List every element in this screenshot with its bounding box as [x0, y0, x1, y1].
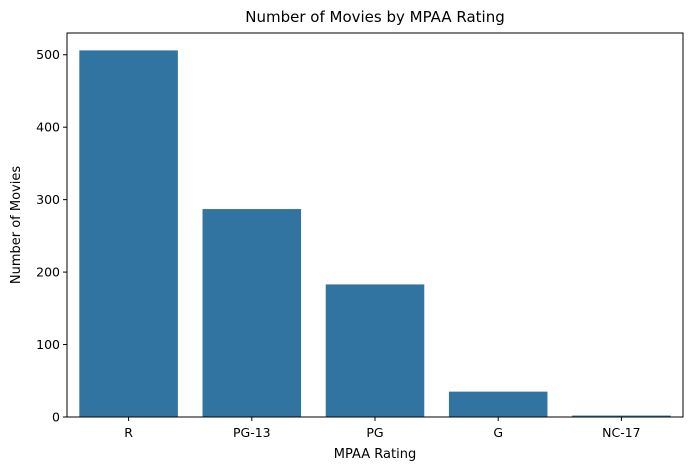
bar-nc-17 — [572, 415, 671, 417]
y-tick-label: 100 — [36, 337, 60, 352]
x-tick-label: PG-13 — [233, 425, 271, 440]
bar-pg-13 — [202, 209, 302, 417]
bar-pg — [325, 284, 425, 417]
y-axis-label: Number of Movies — [9, 166, 24, 284]
x-tick-label: NC-17 — [602, 425, 641, 440]
y-tick-label: 300 — [36, 192, 60, 207]
y-tick-label: 200 — [36, 265, 60, 280]
y-tick-label: 400 — [36, 120, 60, 135]
chart-title: Number of Movies by MPAA Rating — [245, 8, 505, 26]
x-axis: R PG-13 PG G NC-17 — [124, 417, 641, 440]
y-tick-label: 500 — [36, 47, 60, 62]
bar-r — [79, 50, 178, 418]
x-tick-label: R — [124, 425, 133, 440]
bar-g — [448, 391, 548, 417]
x-axis-label: MPAA Rating — [334, 447, 416, 462]
x-tick-label: PG — [366, 425, 383, 440]
y-axis: 0 100 200 300 400 500 — [36, 47, 67, 425]
y-tick-label: 0 — [52, 410, 60, 425]
plot-area-frame — [66, 32, 684, 418]
bars-group — [79, 50, 671, 418]
x-tick-label: G — [493, 425, 503, 440]
